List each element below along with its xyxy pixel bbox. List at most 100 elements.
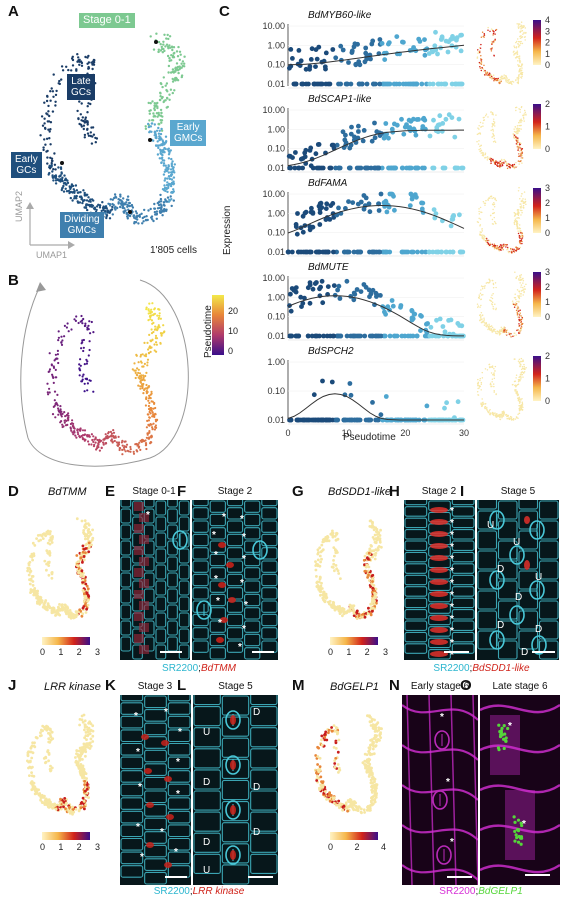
expression-point <box>362 333 368 339</box>
mini-cell <box>513 128 515 130</box>
mini-cell <box>485 199 487 202</box>
cell-point <box>173 171 176 174</box>
cell-point <box>71 431 74 434</box>
cell-wall <box>451 574 475 586</box>
mini-cell <box>521 242 523 245</box>
cell-point <box>335 567 339 571</box>
mini-cell <box>492 132 494 135</box>
cell-point <box>139 385 142 388</box>
cell-point <box>87 354 90 357</box>
expression-point <box>340 47 346 53</box>
mini-cell <box>518 402 521 404</box>
mini-cell <box>486 324 488 326</box>
cell-point <box>81 201 84 205</box>
cell-wall <box>538 640 559 660</box>
cell-point <box>168 35 172 38</box>
mini-cell <box>479 47 482 50</box>
cell-point <box>57 407 60 410</box>
mini-cell <box>520 77 523 79</box>
mini-cell <box>521 154 524 157</box>
panel-label-g: G <box>292 483 304 500</box>
cell-point <box>138 213 141 217</box>
cell-point <box>327 600 330 604</box>
mini-cell <box>519 314 521 317</box>
mini-cell <box>485 237 488 240</box>
mini-cell <box>489 409 491 411</box>
mini-cell <box>513 358 516 360</box>
cell-point <box>61 423 64 426</box>
mini-cell <box>480 315 482 318</box>
mini-cell <box>518 120 521 122</box>
cell-point <box>334 551 338 554</box>
mini-cell <box>518 163 520 165</box>
cell-wall <box>120 636 132 652</box>
mini-cell <box>486 408 488 410</box>
cell-point <box>80 614 84 618</box>
cell-wall <box>497 600 518 620</box>
mini-cell <box>500 326 503 329</box>
expression-point <box>307 64 313 69</box>
signal-blob <box>430 507 448 513</box>
cell-point <box>158 98 162 102</box>
cell-wall <box>178 580 190 596</box>
cell-point <box>136 374 139 377</box>
mini-umap <box>476 271 527 338</box>
cell-point <box>172 46 176 49</box>
mini-cell <box>503 243 505 246</box>
mini-cell <box>490 300 493 302</box>
cell-point <box>74 184 78 187</box>
mini-cell <box>521 151 524 153</box>
cell-point <box>81 581 84 584</box>
cell-point <box>85 542 89 546</box>
mini-cell <box>482 201 485 203</box>
mini-cell <box>482 294 484 296</box>
mini-cell <box>508 418 511 421</box>
expression-point <box>457 323 462 328</box>
cell-point <box>54 376 57 379</box>
mini-cell <box>517 230 519 232</box>
expression-point <box>310 165 316 171</box>
cell-wall <box>192 613 209 627</box>
cell-point <box>110 435 113 438</box>
cell-point <box>154 418 157 421</box>
cell-point <box>176 79 180 82</box>
expression-point <box>318 284 323 290</box>
cell-point <box>48 368 52 371</box>
cell-point <box>162 43 165 46</box>
mini-cell <box>525 367 527 369</box>
cell-point <box>372 553 376 556</box>
expression-point <box>410 333 416 339</box>
mini-cell <box>481 230 483 232</box>
mini-cell <box>480 69 483 72</box>
cell-point <box>159 148 162 151</box>
cell-wall <box>244 607 261 620</box>
mini-cell <box>492 74 495 77</box>
expression-point <box>418 313 423 318</box>
cell-point <box>75 315 78 318</box>
cell-point <box>75 68 78 71</box>
expression-point <box>353 61 359 67</box>
mini-cell <box>512 81 515 83</box>
cell-point <box>160 45 163 49</box>
expression-point <box>404 122 409 127</box>
expression-point <box>309 205 314 211</box>
colorbar-tick: 1 <box>545 297 550 307</box>
cell-point <box>60 78 63 81</box>
cell-point <box>51 373 54 376</box>
cell-wall <box>261 520 278 533</box>
cell-point <box>181 60 185 63</box>
expression-point <box>370 38 376 44</box>
cell-point <box>170 178 174 181</box>
mini-cell <box>522 371 525 374</box>
cell-point <box>155 217 158 220</box>
mini-cell <box>490 75 493 78</box>
mini-cell <box>480 59 482 61</box>
cell-point <box>112 203 115 207</box>
expression-point <box>409 308 415 313</box>
mini-cell <box>516 131 519 133</box>
mini-cell <box>491 411 494 414</box>
mini-cell <box>483 64 485 67</box>
mini-cell <box>490 327 492 330</box>
mini-cell <box>517 80 520 82</box>
cell-point <box>60 341 63 344</box>
